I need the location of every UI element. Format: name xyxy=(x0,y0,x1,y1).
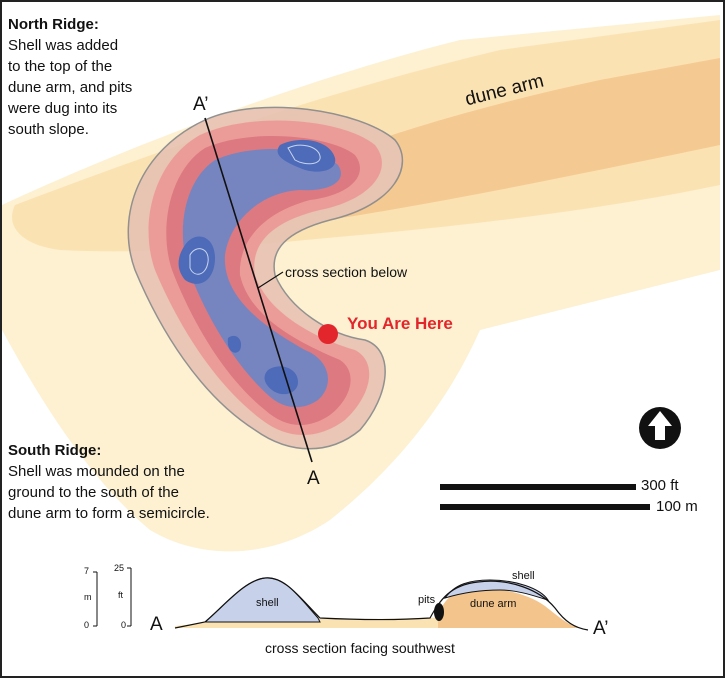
north-ridge-line: were dug into its xyxy=(8,100,118,117)
cross-section-dune-arm-label: dune arm xyxy=(470,598,517,610)
north-ridge-heading: North Ridge: xyxy=(8,16,99,33)
cross-section-shell-right xyxy=(443,579,550,601)
cross-section-leader xyxy=(257,271,284,289)
section-a-label: A xyxy=(307,468,320,489)
meters-tick-bottom-label: 0 xyxy=(84,620,90,630)
cross-section-callout: cross section below xyxy=(285,264,408,280)
cross-section-title: cross section facing southwest xyxy=(265,640,455,656)
cross-section-pits xyxy=(434,603,444,621)
cross-section-diagram xyxy=(93,567,589,631)
scale-feet-label: 300 ft xyxy=(641,477,679,494)
contour-line-2 xyxy=(189,248,209,275)
meters-tick-top-label: 7 xyxy=(84,566,90,576)
north-ridge-line: south slope. xyxy=(8,121,89,138)
shell-core-blue xyxy=(182,149,341,408)
south-ridge-note: South Ridge: Shell was mounded on the gr… xyxy=(8,440,298,524)
section-a-prime-label: A’ xyxy=(193,94,209,115)
cross-section-pits-label: pits xyxy=(418,594,436,606)
north-arrow-icon xyxy=(639,407,681,449)
north-ridge-line: to the top of the xyxy=(8,58,113,75)
you-are-here-label: You Are Here xyxy=(347,314,453,333)
shell-deep-patch-4 xyxy=(227,335,242,353)
scale-bar-meters xyxy=(440,504,650,510)
feet-tick-bottom-label: 0 xyxy=(121,620,127,630)
scale-meters-label: 100 m xyxy=(656,498,698,515)
cross-section-shell-right-label: shell xyxy=(512,570,535,582)
south-ridge-line: ground to the south of the xyxy=(8,484,179,501)
cross-section-profile xyxy=(174,577,589,631)
meters-unit-label: m xyxy=(84,592,92,602)
scale-bar-feet xyxy=(440,484,636,490)
shell-deep-patch-3 xyxy=(264,366,298,395)
south-ridge-heading: South Ridge: xyxy=(8,442,102,459)
feet-tick-top-label: 25 xyxy=(114,563,125,573)
you-are-here-marker xyxy=(318,324,338,344)
south-ridge-line: dune arm to form a semicircle. xyxy=(8,505,210,522)
cross-section-dune-arm xyxy=(438,588,580,628)
contour-line-1 xyxy=(287,144,321,165)
south-ridge-line: Shell was mounded on the xyxy=(8,463,185,480)
feet-unit-label: ft xyxy=(118,590,124,600)
cross-section-a-label: A xyxy=(150,614,163,635)
shell-deep-patch-1 xyxy=(277,139,336,172)
shell-deep-patch-2 xyxy=(178,236,215,284)
north-ridge-line: Shell was added xyxy=(8,37,119,54)
section-line xyxy=(204,117,313,463)
north-ridge-line: dune arm, and pits xyxy=(8,79,133,96)
cross-section-shell-left-label: shell xyxy=(256,597,279,609)
cross-section-a-prime-label: A’ xyxy=(593,618,609,639)
north-ridge-note: North Ridge: Shell was added to the top … xyxy=(8,14,198,140)
